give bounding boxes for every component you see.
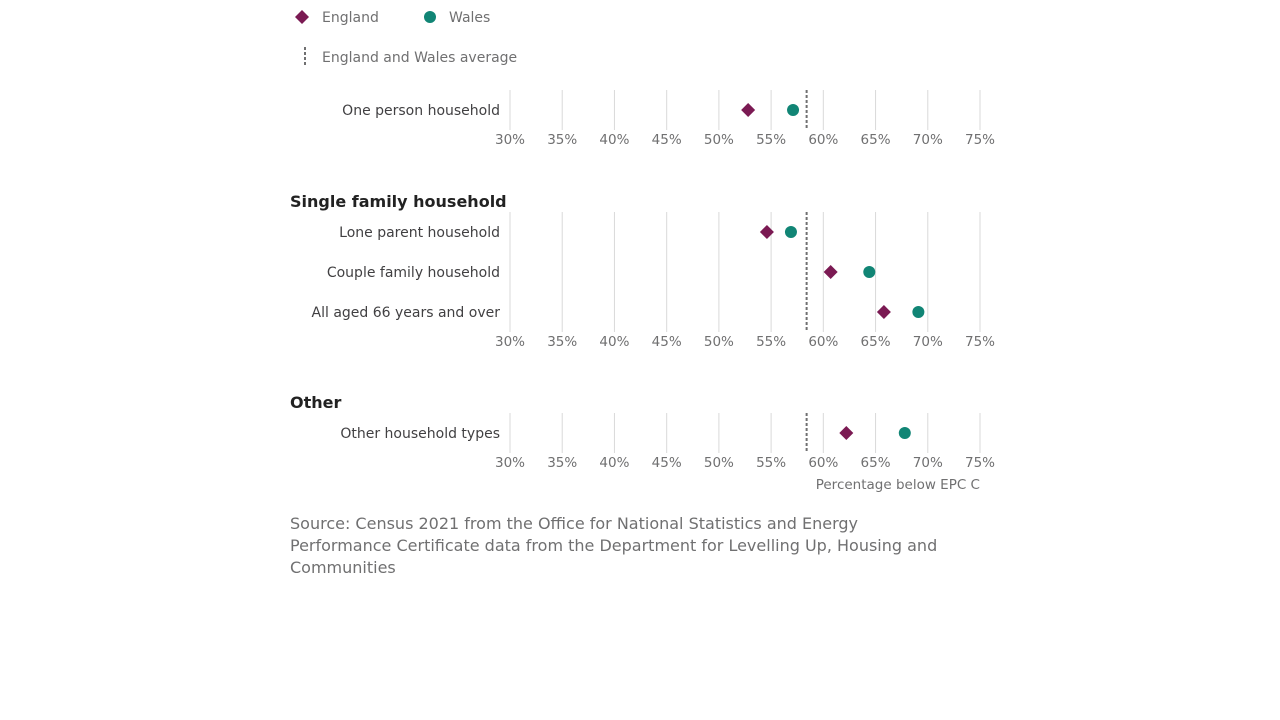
tick-label: 75%	[965, 132, 995, 148]
tick-label: 40%	[599, 455, 629, 471]
tick-label: 35%	[547, 455, 577, 471]
tick-label: 30%	[495, 455, 525, 471]
plot-area: One person household 30% 35% 40% 45% 50% 55% 60…	[290, 90, 995, 493]
england-marker	[823, 265, 838, 279]
england-marker	[741, 103, 756, 117]
row-label: All aged 66 years and over	[312, 305, 501, 321]
group-title: Single family household	[290, 192, 507, 211]
legend: England Wales England and Wales average	[295, 10, 517, 67]
tick-label: 50%	[704, 132, 734, 148]
row-label: One person household	[342, 103, 500, 119]
tick-label: 35%	[547, 334, 577, 350]
tick-label: 60%	[808, 455, 838, 471]
wales-marker	[912, 306, 925, 318]
panel-1: One person household 30% 35% 40% 45% 50% 55% 60…	[342, 90, 995, 148]
tick-label: 65%	[861, 334, 891, 350]
tick-label: 35%	[547, 132, 577, 148]
group-title: Other	[290, 393, 341, 412]
tick-label: 75%	[965, 334, 995, 350]
england-marker	[839, 426, 854, 440]
tick-label: 60%	[808, 132, 838, 148]
wales-legend-marker	[424, 11, 436, 23]
wales-marker	[898, 427, 911, 439]
row-label: Other household types	[340, 426, 500, 442]
wales-marker	[787, 104, 800, 116]
tick-label: 45%	[652, 455, 682, 471]
tick-label: 50%	[704, 455, 734, 471]
tick-label: 45%	[652, 334, 682, 350]
tick-label: 65%	[861, 132, 891, 148]
england-legend-label: England	[322, 10, 379, 26]
tick-label: 50%	[704, 334, 734, 350]
row-label: Lone parent household	[339, 225, 500, 241]
tick-label: 75%	[965, 455, 995, 471]
tick-label: 40%	[599, 132, 629, 148]
tick-label: 70%	[913, 334, 943, 350]
tick-label: 30%	[495, 132, 525, 148]
wales-legend-label: Wales	[449, 10, 490, 26]
tick-label: 55%	[756, 132, 786, 148]
england-marker	[759, 225, 774, 239]
tick-label: 70%	[913, 455, 943, 471]
tick-label: 70%	[913, 132, 943, 148]
panel-3: Other Other household types 30% 35% 40% 45% 50…	[290, 393, 995, 493]
source-note: Source: Census 2021 from the Office for …	[290, 514, 938, 577]
tick-label: 40%	[599, 334, 629, 350]
england-marker	[876, 305, 891, 319]
tick-label: 65%	[861, 455, 891, 471]
wales-marker	[784, 226, 797, 238]
row-label: Couple family household	[327, 265, 500, 281]
england-legend-marker	[295, 10, 309, 24]
x-axis-title: Percentage below EPC C	[816, 477, 980, 493]
tick-label: 55%	[756, 455, 786, 471]
tick-label: 45%	[652, 132, 682, 148]
tick-label: 55%	[756, 334, 786, 350]
panel-2: Single family household Lone parent house…	[290, 192, 995, 350]
tick-label: 60%	[808, 334, 838, 350]
tick-label: 30%	[495, 334, 525, 350]
average-legend-label: England and Wales average	[322, 50, 517, 66]
wales-marker	[863, 266, 876, 278]
